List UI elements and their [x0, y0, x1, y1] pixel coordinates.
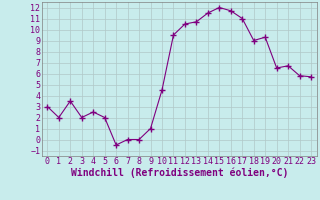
X-axis label: Windchill (Refroidissement éolien,°C): Windchill (Refroidissement éolien,°C): [70, 168, 288, 178]
